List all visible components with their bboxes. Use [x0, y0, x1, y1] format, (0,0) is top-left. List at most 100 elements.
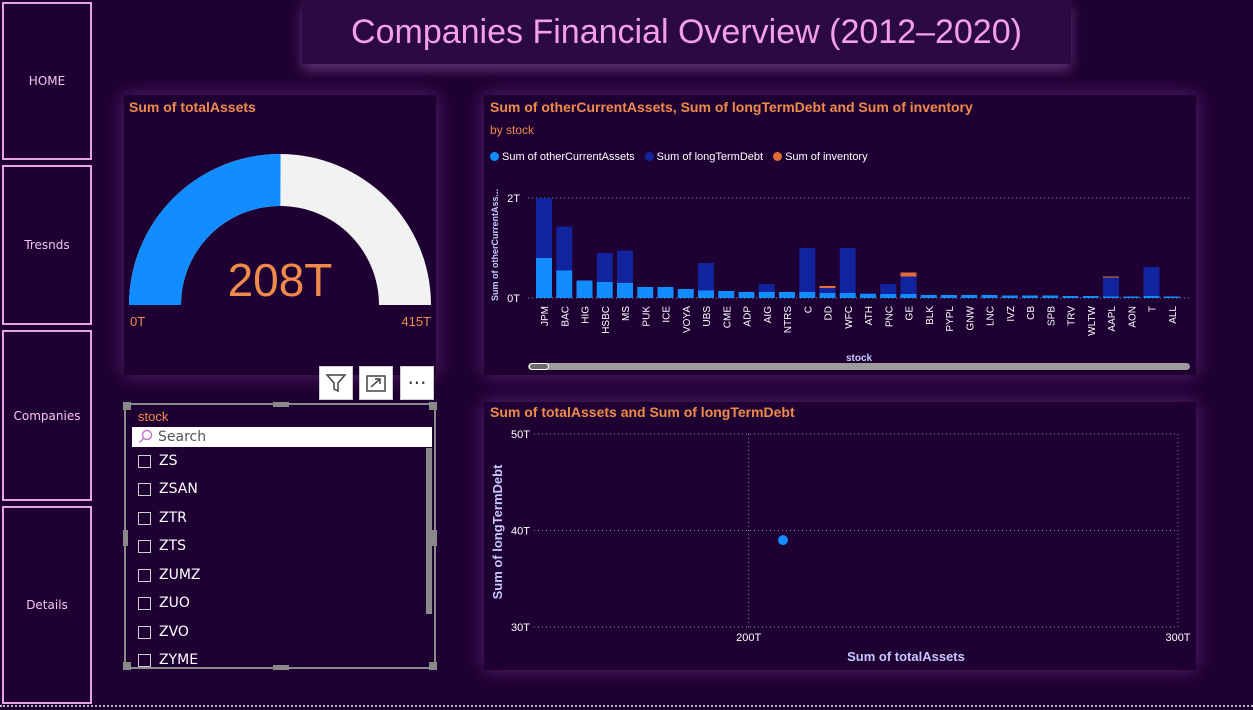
slicer-item[interactable]: ZSAN [138, 481, 198, 497]
bar-segment[interactable] [1143, 267, 1160, 296]
legend-item[interactable]: Sum of otherCurrentAssets [490, 151, 635, 163]
bar-segment[interactable] [839, 293, 856, 298]
bar-segment[interactable] [1042, 295, 1059, 299]
bar-segment[interactable] [1163, 296, 1180, 299]
resize-handle[interactable] [429, 662, 437, 670]
bar-segment[interactable] [556, 226, 573, 271]
bar-segment[interactable] [637, 287, 654, 298]
slicer-search[interactable]: Search [132, 427, 432, 447]
nav-companies-button[interactable]: Companies [2, 330, 92, 501]
bar-segment[interactable] [860, 294, 876, 298]
bar-segment[interactable] [839, 248, 856, 293]
resize-handle[interactable] [432, 530, 437, 546]
checkbox[interactable] [138, 653, 151, 667]
slicer-item[interactable]: ZS [138, 453, 177, 469]
bar-segment[interactable] [1062, 296, 1079, 298]
legend-item[interactable]: Sum of inventory [773, 151, 868, 163]
resize-handle[interactable] [123, 530, 128, 546]
nav-trends-button[interactable]: Tresnds [2, 165, 92, 325]
checkbox[interactable] [138, 625, 151, 639]
bar-chart-scrollbar[interactable] [528, 363, 1190, 370]
bar-segment[interactable] [819, 286, 836, 288]
slicer-item[interactable]: ZVO [138, 624, 189, 640]
bar-segment[interactable] [758, 292, 775, 298]
bar-segment[interactable] [617, 250, 633, 284]
resize-handle[interactable] [123, 402, 131, 410]
resize-handle[interactable] [123, 662, 131, 670]
stock-slicer[interactable]: stock Search ZS ZSAN ZTR ZTS ZUMZ ZUO ZV… [123, 402, 437, 670]
slicer-item[interactable]: ZTS [138, 538, 186, 554]
x-tick-label: AIG [763, 306, 774, 323]
bar-segment[interactable] [900, 276, 917, 295]
bar-segment[interactable] [900, 272, 917, 277]
bar-segment[interactable] [981, 295, 998, 298]
checkbox[interactable] [138, 596, 151, 610]
bar-segment[interactable] [920, 295, 937, 298]
bar-chart-subtitle: by stock [490, 123, 535, 137]
slicer-item[interactable]: ZUO [138, 595, 190, 611]
y-tick-label: 40T [511, 526, 530, 538]
resize-handle[interactable] [273, 402, 289, 407]
bar-segment[interactable] [1123, 296, 1140, 299]
x-tick-label: PNC [884, 306, 895, 327]
bar-segment[interactable] [617, 283, 633, 298]
y-tick-label: 30T [511, 622, 530, 634]
bar-segment[interactable] [1022, 295, 1038, 299]
bar-segment[interactable] [657, 287, 674, 298]
bar-segment[interactable] [1001, 295, 1018, 299]
bar-segment[interactable] [880, 284, 897, 294]
slicer-scrollbar[interactable] [426, 448, 432, 614]
bar-segment[interactable] [698, 290, 714, 299]
bar-segment[interactable] [1103, 276, 1119, 278]
gauge-panel[interactable]: Sum of totalAssets 208T 0T 415T [124, 95, 436, 375]
bar-segment[interactable] [698, 263, 714, 291]
scrollbar-thumb[interactable] [529, 363, 549, 370]
checkbox[interactable] [138, 482, 151, 496]
bar-chart-panel[interactable]: Sum of otherCurrentAssets, Sum of longTe… [484, 95, 1196, 375]
bar-segment[interactable] [758, 284, 775, 292]
bar-segment[interactable] [799, 248, 816, 292]
resize-handle[interactable] [429, 402, 437, 410]
bar-segment[interactable] [738, 292, 755, 298]
slicer-item[interactable]: ZTR [138, 510, 187, 526]
bar-segment[interactable] [961, 295, 978, 298]
bar-segment[interactable] [819, 288, 836, 293]
bar-segment[interactable] [576, 280, 593, 299]
bar-segment[interactable] [941, 295, 957, 298]
search-input[interactable]: Search [158, 429, 207, 445]
nav-home-button[interactable]: HOME [2, 2, 92, 160]
bar-segment[interactable] [880, 294, 897, 298]
bar-segment[interactable] [1103, 277, 1119, 297]
checkbox[interactable] [138, 454, 151, 468]
slicer-item[interactable]: ZYME [138, 652, 198, 668]
bar-segment[interactable] [677, 289, 694, 298]
bar-segment[interactable] [718, 291, 735, 298]
bar-segment[interactable] [536, 198, 552, 258]
bar-segment[interactable] [1143, 296, 1160, 298]
bar-segment[interactable] [900, 294, 917, 298]
bar-segment[interactable] [1103, 296, 1119, 299]
bar-segment[interactable] [1082, 296, 1099, 298]
bar-segment[interactable] [819, 293, 836, 298]
scatter-chart-panel[interactable]: Sum of totalAssets and Sum of longTermDe… [484, 402, 1196, 670]
filter-button[interactable] [319, 366, 353, 400]
scatter-point[interactable] [778, 535, 789, 546]
more-options-button[interactable]: ··· [400, 366, 434, 400]
bar-segment[interactable] [596, 253, 613, 282]
checkbox[interactable] [138, 511, 151, 525]
slicer-item[interactable]: ZUMZ [138, 567, 201, 583]
nav-details-button[interactable]: Details [2, 506, 92, 704]
x-tick-label: ATH [864, 306, 875, 325]
bar-segment[interactable] [596, 282, 613, 298]
resize-handle[interactable] [273, 665, 289, 670]
bar-segment[interactable] [779, 292, 795, 298]
bar-segment[interactable] [556, 270, 573, 299]
legend-item[interactable]: Sum of longTermDebt [644, 151, 763, 163]
focus-mode-button[interactable] [359, 366, 393, 400]
bar-segment[interactable] [536, 258, 552, 298]
checkbox[interactable] [138, 568, 151, 582]
checkbox[interactable] [138, 539, 151, 553]
bar-segment[interactable] [860, 293, 876, 294]
bar-segment[interactable] [799, 292, 816, 298]
x-tick-label: C [803, 306, 814, 313]
